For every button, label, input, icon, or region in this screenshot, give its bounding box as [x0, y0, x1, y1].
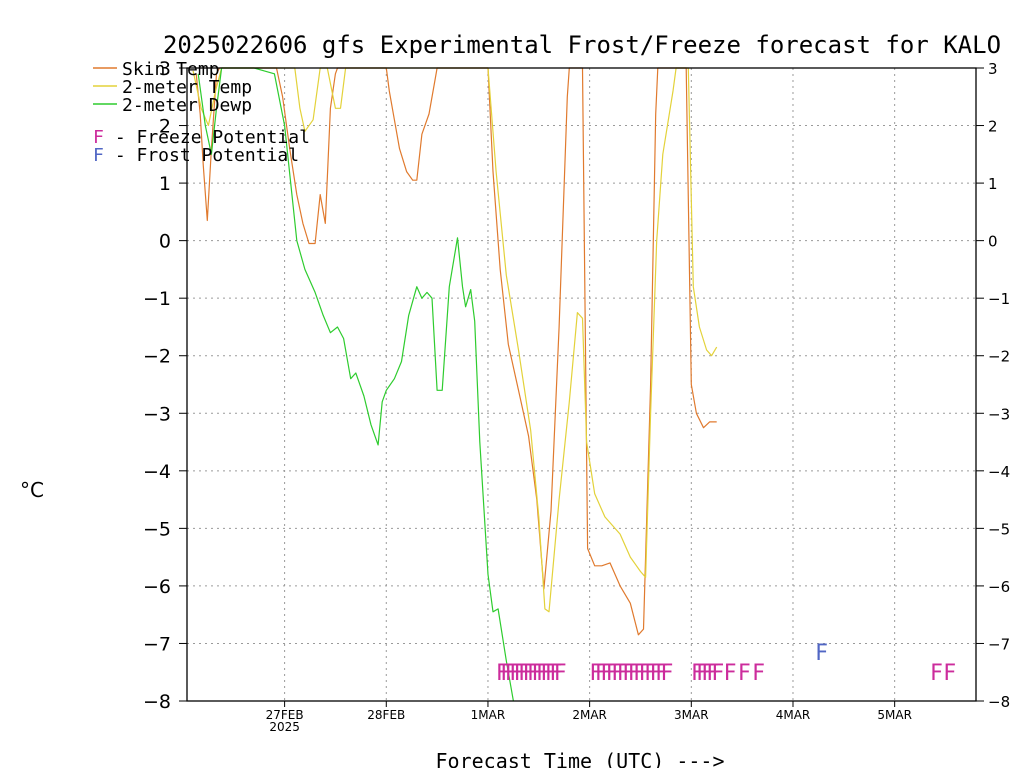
series-line-2-meter-dewp: [197, 67, 514, 702]
potential-marker: F: [550, 661, 563, 686]
potential-marker: F: [496, 661, 509, 686]
y-tick-label-right: 0: [988, 233, 998, 251]
legend-label-2m-dewp: 2-meter Dewp: [122, 95, 252, 116]
y-tick-label-right: −3: [988, 405, 1010, 423]
y-tick-label-right: −8: [988, 693, 1010, 711]
potential-marker: F: [554, 661, 567, 686]
y-axis-left: 3 2 1 0 −1 −2 −3 −4 −5 −6 −7 −8: [143, 58, 187, 713]
potential-marker: F: [661, 661, 674, 686]
y-tick-label-left: −8: [143, 691, 171, 713]
y-axis-label: °C: [20, 478, 44, 502]
legend-frost-letter: F: [93, 145, 104, 166]
y-tick-label-right: 3: [988, 60, 998, 78]
potential-marker: F: [752, 661, 765, 686]
y-tick-label-left: 3: [159, 58, 171, 80]
potential-marker: F: [707, 661, 720, 686]
chart-title: 2025022606 gfs Experimental Frost/Freeze…: [163, 31, 1001, 59]
potential-marker: F: [696, 661, 709, 686]
x-axis-label: Forecast Time (UTC) --->: [436, 749, 725, 768]
grid-lines: [187, 68, 976, 701]
y-tick-label-right: −4: [988, 463, 1010, 481]
potential-marker: F: [501, 661, 514, 686]
potential-marker: F: [943, 661, 956, 686]
potential-marker: F: [590, 661, 603, 686]
y-tick-label-left: −4: [143, 461, 171, 483]
y-tick-label-left: −5: [143, 518, 171, 540]
potential-marker: F: [617, 661, 630, 686]
y-tick-label-left: −3: [143, 403, 171, 425]
potential-marker: F: [612, 661, 625, 686]
y-tick-label-left: 0: [159, 231, 171, 253]
y-tick-label-right: −5: [988, 520, 1010, 538]
x-tick-label: 5MAR: [877, 708, 912, 722]
potential-marker: F: [691, 661, 704, 686]
potential-marker: F: [655, 661, 668, 686]
y-tick-label-right: −6: [988, 578, 1010, 596]
legend-freeze-letter: F: [93, 127, 104, 148]
y-tick-label-right: −1: [988, 290, 1010, 308]
legend-frost-text: - Frost Potential: [104, 145, 299, 166]
potential-marker: F: [532, 661, 545, 686]
x-tick-label: 28FEB: [367, 708, 405, 722]
y-tick-label-left: 1: [159, 173, 171, 195]
potential-marker: F: [633, 661, 646, 686]
y-axis-right: 3 2 1 0 −1 −2 −3 −4 −5 −6 −7 −8: [976, 60, 1010, 711]
x-tick-sublabel: 2025: [269, 720, 300, 734]
x-tick-label: 27FEB: [266, 708, 304, 722]
potential-marker: F: [541, 661, 554, 686]
potential-marker: F: [509, 661, 522, 686]
potential-marker: F: [514, 661, 527, 686]
potential-marker: F: [601, 661, 614, 686]
legend-freeze-text: - Freeze Potential: [104, 127, 310, 148]
potential-marker: F: [650, 661, 663, 686]
potential-marker: F: [738, 661, 751, 686]
potential-marker: F: [639, 661, 652, 686]
potential-marker: F: [595, 661, 608, 686]
potential-marker: F: [505, 661, 518, 686]
y-tick-label-left: −2: [143, 346, 171, 368]
potential-marker: F: [536, 661, 549, 686]
potential-marker: F: [628, 661, 641, 686]
potential-marker: F: [622, 661, 635, 686]
y-tick-label-left: 2: [159, 116, 171, 138]
y-tick-label-right: −7: [988, 635, 1010, 653]
potential-marker: F: [523, 661, 536, 686]
plot-frame: [186, 67, 977, 702]
legend: Skin Temp 2-meter Temp 2-meter Dewp F - …: [93, 59, 310, 166]
potential-marker: F: [527, 661, 540, 686]
potential-marker: F: [606, 661, 619, 686]
y-tick-label-left: −6: [143, 576, 171, 598]
x-tick-label: 1MAR: [471, 708, 506, 722]
potential-marker: F: [701, 661, 714, 686]
series-line-2-meter-temp: [192, 67, 718, 613]
potential-marker: F: [815, 641, 828, 666]
x-tick-label: 2MAR: [572, 708, 607, 722]
legend-label-2m-temp: 2-meter Temp: [122, 77, 252, 98]
potential-marker: F: [518, 661, 531, 686]
y-tick-label-left: −1: [143, 288, 171, 310]
potential-marker: F: [712, 661, 725, 686]
x-tick-label: 4MAR: [776, 708, 811, 722]
x-tick-label: 3MAR: [674, 708, 709, 722]
potential-marker: F: [545, 661, 558, 686]
potential-marker: F: [724, 661, 737, 686]
legend-label-skin-temp: Skin Temp: [122, 59, 220, 80]
y-tick-label-left: −7: [143, 633, 171, 655]
y-tick-label-right: 2: [988, 118, 998, 136]
y-tick-label-right: 1: [988, 175, 998, 193]
potential-marker: F: [930, 661, 943, 686]
y-tick-label-right: −2: [988, 348, 1010, 366]
potential-marker: F: [644, 661, 657, 686]
